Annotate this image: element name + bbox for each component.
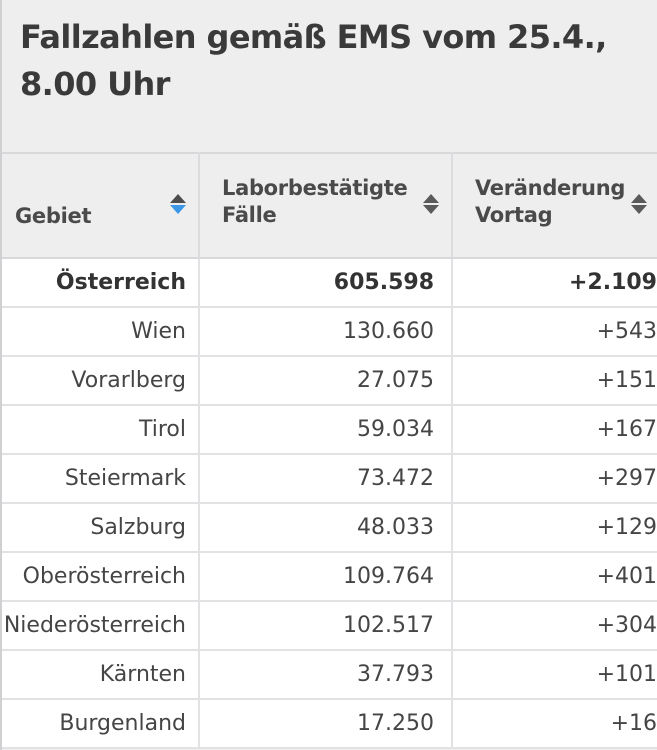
- cases-cell: 48.033: [199, 503, 453, 553]
- table-row: Kärnten 37.793 +101: [2, 650, 657, 700]
- region-cell: Kärnten: [2, 650, 200, 700]
- cases-cell: 37.793: [199, 650, 453, 700]
- region-cell: Steiermark: [2, 454, 200, 504]
- region-cell: Österreich: [2, 258, 200, 308]
- change-cell: +304: [452, 601, 657, 651]
- change-cell: +543: [452, 307, 657, 357]
- table-row: Salzburg 48.033 +129: [2, 503, 657, 553]
- cases-cell: 102.517: [199, 601, 453, 651]
- region-cell: Tirol: [2, 405, 200, 455]
- column-header-cases-line2: Fälle: [222, 203, 277, 227]
- column-header-region-label: Gebiet: [15, 204, 92, 228]
- change-cell: +16: [452, 699, 657, 749]
- change-cell: +101: [452, 650, 657, 700]
- table-title: Fallzahlen gemäß EMS vom 25.4., 8.00 Uhr: [20, 18, 607, 103]
- table-row: Oberösterreich 109.764 +401: [2, 552, 657, 602]
- header-row: Gebiet Laborbestätigte Fälle: [2, 152, 657, 259]
- case-table: Gebiet Laborbestätigte Fälle: [2, 152, 657, 749]
- cases-cell: 130.660: [199, 307, 453, 357]
- region-cell: Oberösterreich: [2, 552, 200, 602]
- cases-cell: 59.034: [199, 405, 453, 455]
- column-header-change-label: Veränderung Vortag: [475, 175, 625, 229]
- table-row: Wien 130.660 +543: [2, 307, 657, 357]
- region-cell: Burgenland: [2, 699, 200, 749]
- table-row: Vorarlberg 27.075 +151: [2, 356, 657, 406]
- region-cell: Salzburg: [2, 503, 200, 553]
- cases-cell: 605.598: [199, 258, 453, 308]
- region-cell: Wien: [2, 307, 200, 357]
- cases-cell: 73.472: [199, 454, 453, 504]
- column-header-cases[interactable]: Laborbestätigte Fälle: [199, 152, 453, 259]
- sort-icon[interactable]: [170, 190, 186, 220]
- cases-cell: 109.764: [199, 552, 453, 602]
- region-cell: Vorarlberg: [2, 356, 200, 406]
- cases-cell: 27.075: [199, 356, 453, 406]
- change-cell: +297: [452, 454, 657, 504]
- table-row: Tirol 59.034 +167: [2, 405, 657, 455]
- change-cell: +401: [452, 552, 657, 602]
- table-row: Niederösterreich 102.517 +304: [2, 601, 657, 651]
- change-cell: +167: [452, 405, 657, 455]
- column-header-cases-label: Laborbestätigte Fälle: [222, 175, 408, 229]
- change-cell: +129: [452, 503, 657, 553]
- region-cell: Niederösterreich: [2, 601, 200, 651]
- column-header-change[interactable]: Veränderung Vortag: [452, 152, 657, 259]
- cases-cell: 17.250: [199, 699, 453, 749]
- table-row: Burgenland 17.250 +16: [2, 699, 657, 749]
- change-cell: +151: [452, 356, 657, 406]
- column-header-change-line1: Veränderung: [475, 176, 626, 200]
- column-header-cases-line1: Laborbestätigte: [222, 176, 408, 200]
- table-row: Steiermark 73.472 +297: [2, 454, 657, 504]
- sort-icon[interactable]: [631, 190, 647, 220]
- change-cell: +2.109: [452, 258, 657, 308]
- column-header-change-line2: Vortag: [475, 203, 553, 227]
- sort-icon[interactable]: [423, 190, 439, 220]
- table-row-total: Österreich 605.598 +2.109: [2, 258, 657, 308]
- column-header-region[interactable]: Gebiet: [2, 152, 200, 259]
